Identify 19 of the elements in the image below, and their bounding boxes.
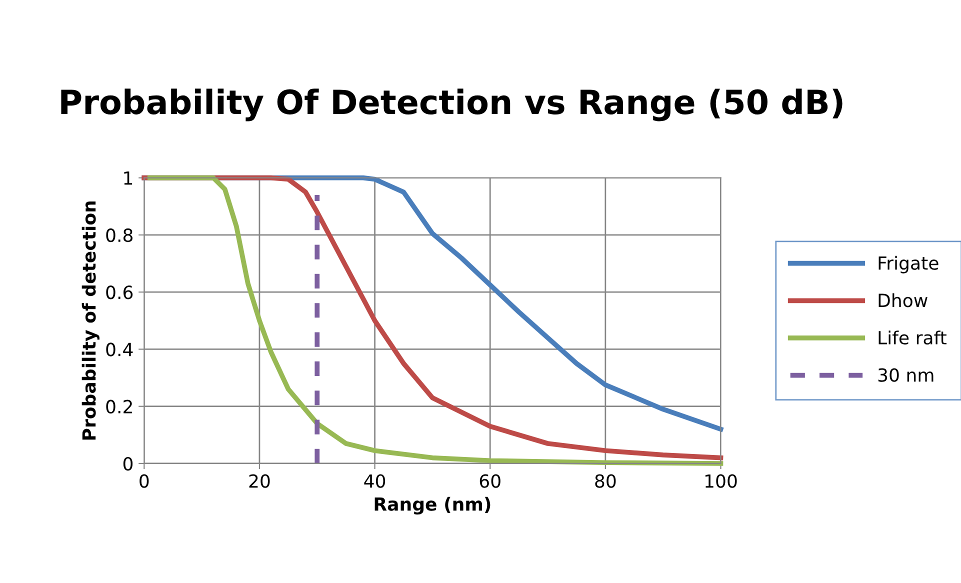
y-tick-label: 1 bbox=[124, 172, 132, 185]
x-tick-label: 0 bbox=[140, 474, 149, 488]
y-tick-label: 0.2 bbox=[106, 400, 132, 414]
legend-label: 30 nm bbox=[878, 368, 934, 382]
legend-label: Life raft bbox=[878, 330, 946, 345]
x-tick-label: 60 bbox=[480, 474, 500, 488]
x-tick-label: 40 bbox=[364, 474, 386, 488]
y-axis-title: Probability of detection bbox=[82, 201, 100, 440]
legend-label: Frigate bbox=[878, 256, 938, 274]
chart-title: Probability Of Detection vs Range (50 dB) bbox=[61, 88, 842, 122]
x-tick-label: 100 bbox=[706, 474, 737, 488]
y-tick-label: 0.6 bbox=[106, 286, 133, 300]
y-tick-label: 0 bbox=[123, 456, 133, 471]
y-tick-label: 0.4 bbox=[106, 342, 133, 356]
y-tick-label: 0.8 bbox=[106, 228, 132, 242]
x-tick-label: 20 bbox=[249, 474, 270, 488]
legend-label: Dhow bbox=[878, 293, 928, 308]
x-tick-label: 80 bbox=[595, 474, 616, 488]
x-axis-title: Range (nm) bbox=[374, 496, 490, 515]
